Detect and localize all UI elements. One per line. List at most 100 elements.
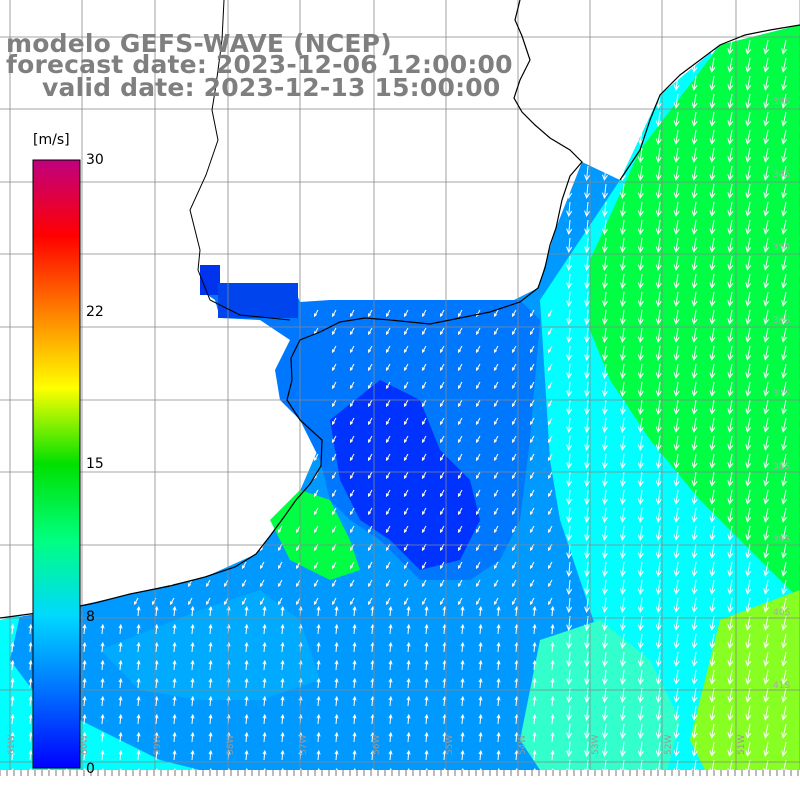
wind-arrow	[263, 678, 266, 689]
wind-arrow-head	[566, 390, 573, 397]
wind-arrow-head	[406, 677, 411, 683]
longitude-label: 60W	[80, 735, 90, 755]
wind-arrow-head	[691, 714, 698, 721]
wind-arrow	[657, 39, 661, 54]
wind-arrow	[548, 579, 553, 587]
wind-arrow	[657, 237, 661, 252]
wind-arrow	[764, 561, 769, 576]
wind-arrow	[764, 669, 769, 684]
wind-arrow	[782, 741, 787, 756]
wind-arrow-head	[118, 695, 123, 701]
wind-arrow	[657, 201, 661, 216]
wind-arrow	[746, 561, 751, 576]
wind-arrow	[458, 417, 463, 425]
wind-arrow	[729, 399, 733, 414]
wind-arrow-head	[566, 318, 573, 325]
wind-arrow	[693, 633, 697, 648]
wind-arrow-head	[547, 439, 552, 444]
wind-arrow-head	[637, 426, 644, 433]
wind-arrow	[711, 543, 715, 558]
wind-arrow-head	[691, 264, 698, 271]
wind-arrow-head	[727, 264, 734, 271]
wind-arrow-head	[547, 421, 552, 426]
wind-arrow-head	[547, 367, 552, 372]
wind-arrow	[350, 507, 355, 515]
wind-arrow-head	[316, 749, 321, 755]
wind-arrow-head	[385, 439, 390, 444]
wind-arrow-head	[655, 354, 662, 361]
wind-arrow-head	[298, 695, 303, 701]
wind-arrow	[657, 471, 661, 486]
colorbar-tick-label: 0	[86, 761, 95, 777]
wind-arrow-head	[709, 426, 716, 433]
wind-arrow	[621, 363, 625, 378]
wind-arrow-head	[496, 713, 501, 719]
wind-arrow	[245, 696, 248, 707]
wind-arrow-head	[208, 695, 213, 701]
wind-arrow	[173, 750, 176, 761]
wind-arrow	[407, 624, 410, 635]
wind-arrow-head	[673, 264, 680, 271]
wind-arrow-head	[673, 570, 680, 577]
wind-arrow-head	[709, 624, 716, 631]
map-title: modelo GEFS-WAVE (NCEP)	[6, 29, 392, 58]
wind-arrow-head	[511, 439, 516, 444]
wind-arrow	[603, 237, 607, 252]
wind-arrow-head	[136, 641, 141, 647]
wind-arrow	[371, 678, 374, 689]
wind-arrow	[711, 75, 715, 90]
wind-arrow-head	[691, 228, 698, 235]
wind-arrow-head	[316, 659, 321, 665]
wind-arrow-head	[727, 696, 734, 703]
wind-arrow	[657, 273, 661, 288]
wind-arrow	[263, 696, 266, 707]
wind-arrow-head	[352, 659, 357, 665]
latitude-label: 33S	[773, 97, 790, 107]
wind-arrow	[170, 597, 175, 605]
wind-arrow	[621, 255, 625, 270]
wind-arrow	[621, 237, 625, 252]
wind-arrow-head	[226, 659, 231, 665]
wind-arrow-head	[406, 749, 411, 755]
wind-arrow-head	[493, 439, 498, 444]
wind-arrow	[155, 714, 158, 725]
wind-arrow-head	[244, 623, 249, 629]
wind-arrow	[317, 624, 320, 635]
wind-arrow	[476, 471, 481, 479]
wind-arrow-head	[277, 583, 282, 588]
wind-arrow	[173, 606, 176, 617]
wind-arrow-head	[637, 102, 644, 109]
wind-arrow	[621, 471, 625, 486]
wind-arrow	[729, 579, 733, 594]
wind-arrow	[191, 714, 194, 725]
wind-arrow-head	[566, 354, 573, 361]
wind-arrow	[332, 507, 337, 515]
wind-arrow	[746, 255, 751, 270]
wind-arrow-head	[727, 606, 734, 613]
wind-arrow-head	[298, 713, 303, 719]
wind-arrow-head	[280, 695, 285, 701]
wind-arrow	[782, 561, 787, 576]
wind-arrow	[479, 732, 482, 743]
wind-arrow	[530, 345, 535, 353]
wind-arrow-head	[547, 331, 552, 336]
wind-arrow-head	[511, 601, 516, 606]
wind-arrow	[101, 732, 104, 743]
wind-arrow	[443, 732, 446, 743]
wind-arrow-head	[439, 403, 444, 408]
wind-arrow	[639, 165, 643, 180]
wind-arrow-head	[496, 605, 501, 611]
wind-arrow-head	[280, 605, 285, 611]
wind-arrow-head	[584, 318, 591, 326]
wind-arrow-head	[709, 552, 716, 559]
wind-arrow	[332, 561, 337, 569]
wind-arrow-head	[619, 624, 626, 631]
wind-arrow	[675, 273, 679, 288]
wind-arrow	[675, 399, 679, 414]
wind-arrow-head	[10, 641, 15, 647]
wind-arrow	[639, 111, 643, 126]
wind-arrow	[476, 597, 481, 605]
wind-arrow-head	[709, 120, 716, 127]
wind-arrow-head	[313, 313, 318, 318]
wind-arrow-head	[763, 336, 770, 343]
